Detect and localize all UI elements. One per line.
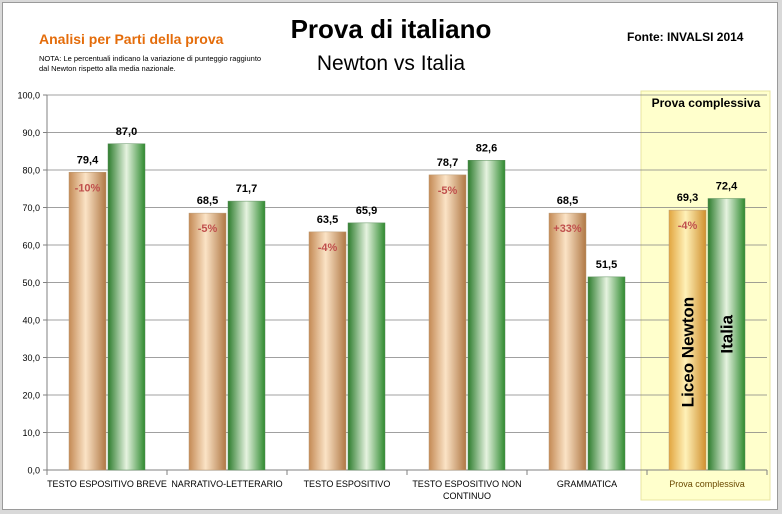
value-label-newton: 63,5 [317, 214, 338, 226]
series-label-italia: Italia [718, 314, 737, 353]
category-label: TESTO ESPOSITIVO BREVE [47, 479, 167, 489]
bar-newton [668, 209, 707, 471]
series-label-newton: Liceo Newton [679, 297, 698, 408]
value-label-newton: 68,5 [197, 195, 218, 207]
bar-newton [308, 231, 347, 471]
bar-newton [428, 174, 467, 471]
bar-newton [548, 212, 587, 471]
chart-subtitle: Newton vs Italia [316, 52, 466, 75]
value-label-newton: 69,3 [677, 192, 698, 204]
value-label-newton: 68,5 [557, 195, 578, 207]
value-label-italia: 82,6 [476, 142, 497, 154]
y-tick-label: 0,0 [27, 466, 40, 476]
bar-italia [587, 276, 626, 471]
percent-annotation: +33% [553, 223, 582, 235]
value-label-newton: 79,4 [77, 154, 99, 166]
y-tick-label: 10,0 [22, 428, 40, 438]
category-label: Prova complessiva [669, 479, 745, 489]
source-label: Fonte: INVALSI 2014 [627, 30, 744, 44]
percent-annotation: -4% [678, 220, 698, 232]
section-heading: Analisi per Parti della prova [39, 31, 224, 47]
y-tick-label: 100,0 [17, 91, 40, 101]
bar-newton [188, 212, 227, 471]
y-tick-label: 60,0 [22, 241, 40, 251]
percent-annotation: -5% [198, 223, 218, 235]
y-tick-label: 40,0 [22, 316, 40, 326]
bar-italia [467, 160, 506, 471]
chart-title: Prova di italiano [290, 14, 492, 44]
y-tick-label: 20,0 [22, 391, 40, 401]
value-label-italia: 71,7 [236, 183, 257, 195]
bar-italia [707, 198, 746, 471]
highlight-label: Prova complessiva [652, 96, 761, 110]
y-tick-label: 50,0 [22, 278, 40, 288]
percent-annotation: -10% [75, 182, 101, 194]
percent-annotation: -5% [438, 185, 458, 197]
category-label: GRAMMATICA [557, 479, 617, 489]
bar-newton [68, 172, 107, 471]
value-label-newton: 78,7 [437, 157, 458, 169]
note-text: NOTA: Le percentuali indicano la variazi… [39, 54, 262, 73]
category-label: TESTO ESPOSITIVO NON CONTINUO [412, 479, 521, 501]
bar-italia [347, 222, 386, 471]
bar-italia [107, 143, 146, 471]
percent-annotation: -4% [318, 242, 338, 254]
value-label-italia: 87,0 [116, 126, 137, 138]
bar-italia [227, 200, 266, 471]
value-label-italia: 51,5 [596, 259, 617, 271]
category-label-line: CONTINUO [443, 491, 491, 501]
y-tick-label: 70,0 [22, 203, 40, 213]
value-label-italia: 65,9 [356, 205, 377, 217]
category-label: TESTO ESPOSITIVO [304, 479, 391, 489]
y-tick-label: 80,0 [22, 166, 40, 176]
y-tick-label: 30,0 [22, 353, 40, 363]
category-label-line: TESTO ESPOSITIVO NON [412, 479, 521, 489]
category-label: NARRATIVO-LETTERARIO [171, 479, 282, 489]
value-label-italia: 72,4 [716, 181, 738, 193]
y-tick-label: 90,0 [22, 128, 40, 138]
